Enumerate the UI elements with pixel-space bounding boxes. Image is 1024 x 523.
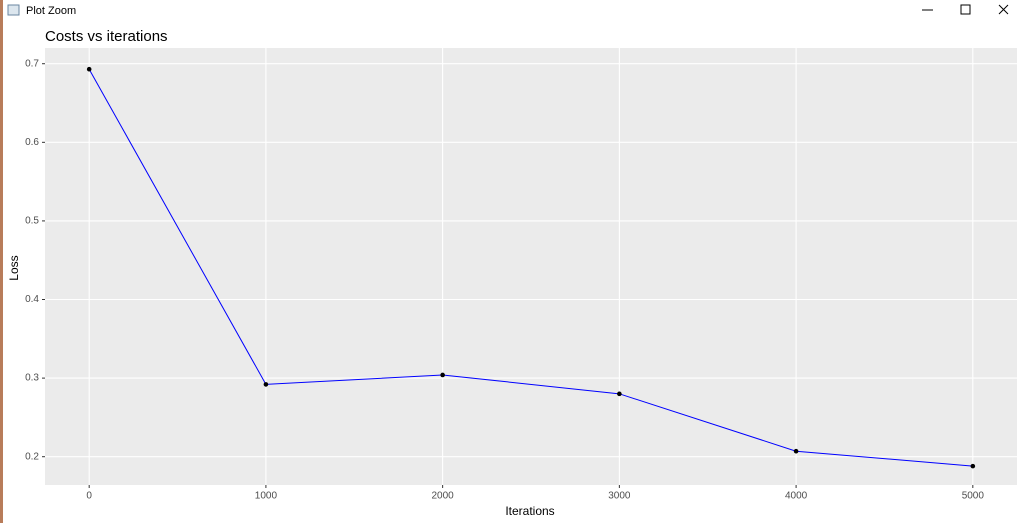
y-tick-label: 0.6: [25, 137, 39, 148]
x-tick-label: 2000: [432, 491, 455, 502]
close-button[interactable]: [998, 4, 1009, 15]
x-tick-label: 1000: [255, 491, 278, 502]
data-point: [793, 448, 799, 454]
y-axis-label: Loss: [7, 255, 21, 280]
data-point: [440, 372, 445, 378]
window-edge: [0, 0, 3, 523]
y-tick-label: 0.3: [25, 373, 39, 384]
data-point: [617, 391, 622, 397]
window-title: Plot Zoom: [26, 5, 76, 17]
maximize-button[interactable]: [960, 4, 971, 15]
data-point: [263, 382, 269, 387]
window-icon: [7, 4, 20, 16]
plot: 0.2 0.3 0.4 0.5 0.6 0.7 0 1000 2000 3000 4000 5000: [25, 48, 1017, 502]
panel: [45, 48, 1017, 485]
data-point: [86, 66, 92, 72]
x-tick-label: 0: [86, 491, 92, 502]
y-tick-label: 0.7: [25, 58, 39, 69]
x-tick-label: 5000: [962, 491, 985, 502]
series-line: [88, 68, 973, 467]
data-point: [970, 463, 976, 469]
x-tick-label: 3000: [608, 491, 631, 502]
y-tick-label: 0.4: [25, 294, 39, 305]
chart-title: Costs vs iterations: [45, 28, 168, 45]
y-tick-label: 0.2: [25, 451, 39, 462]
y-tick-label: 0.5: [25, 216, 39, 227]
x-axis-label: Iterations: [505, 504, 554, 518]
x-tick-label: 4000: [785, 491, 808, 502]
